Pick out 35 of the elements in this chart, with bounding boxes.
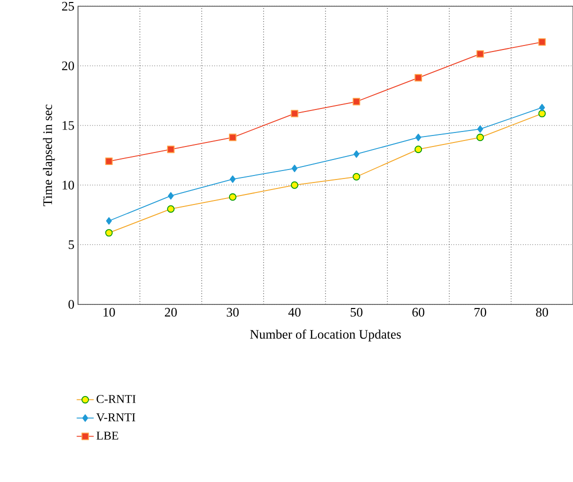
point — [476, 50, 484, 58]
y-tick-label: 0 — [68, 300, 74, 309]
point — [477, 125, 484, 133]
x-tick-label: 30 — [226, 308, 239, 317]
legend-label: LBE — [96, 432, 118, 440]
point — [290, 110, 298, 118]
point — [106, 217, 112, 225]
y-tick-label: 5 — [68, 240, 74, 250]
point — [539, 104, 545, 112]
x-tick-label: 10 — [104, 308, 115, 317]
x-tick-label: 70 — [474, 308, 486, 317]
x-axis-title: Number of Location Updates — [250, 330, 401, 342]
y-tick-label: 25 — [62, 2, 74, 11]
y-axis-title: Time elapsed in sec — [42, 104, 55, 206]
point — [228, 134, 236, 142]
x-tick-label: 60 — [412, 308, 424, 317]
point — [415, 134, 422, 142]
point — [168, 192, 174, 200]
point — [538, 38, 546, 46]
y-tick-label: 15 — [62, 121, 74, 130]
point — [414, 74, 422, 82]
y-tick-label: 10 — [62, 180, 74, 190]
point — [167, 146, 175, 154]
x-tick-label: 40 — [288, 308, 301, 317]
point — [105, 158, 113, 166]
point — [352, 98, 360, 106]
x-tick-label: 50 — [350, 308, 362, 317]
y-tick-label: 20 — [62, 62, 74, 70]
legend-label: C-RNTI — [96, 395, 136, 404]
point — [230, 176, 236, 184]
point — [292, 164, 298, 172]
x-tick-label: 20 — [164, 308, 177, 317]
x-tick-label: 80 — [536, 308, 548, 317]
legend-label: V-RNTI — [96, 414, 136, 422]
point — [354, 150, 360, 158]
